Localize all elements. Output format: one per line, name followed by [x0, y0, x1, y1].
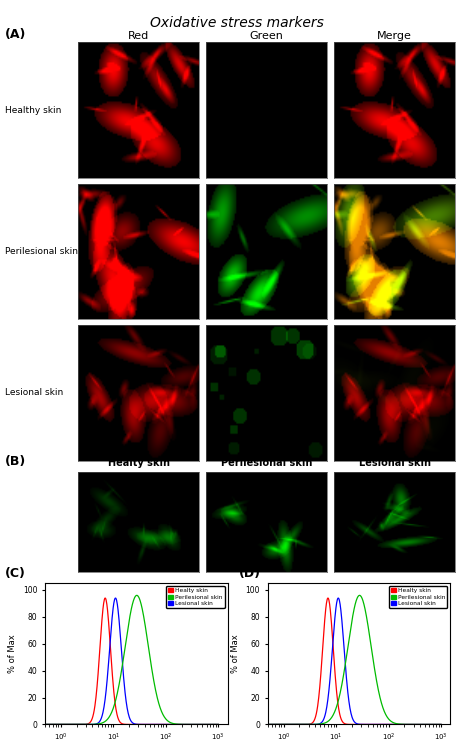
Text: Green: Green: [250, 31, 283, 41]
Text: (A): (A): [5, 28, 26, 41]
Legend: Healty skin, Perilesional skin, Lesional skin: Healty skin, Perilesional skin, Lesional…: [166, 586, 225, 609]
Text: Merge: Merge: [377, 31, 412, 41]
Text: Healthy skin: Healthy skin: [5, 106, 61, 115]
Text: (D): (D): [239, 567, 261, 580]
Text: Oxidative stress markers: Oxidative stress markers: [150, 16, 324, 30]
Text: (C): (C): [5, 567, 26, 580]
Text: Red: Red: [128, 31, 149, 41]
Text: Lesional skin: Lesional skin: [5, 388, 63, 398]
Text: Perilesional skin: Perilesional skin: [5, 247, 78, 256]
Text: Perilesional skin: Perilesional skin: [221, 458, 312, 468]
Y-axis label: % of Max: % of Max: [231, 635, 240, 673]
Text: Healty skin: Healty skin: [108, 458, 170, 468]
Text: (B): (B): [5, 455, 26, 468]
Text: Lesional skin: Lesional skin: [359, 458, 430, 468]
Legend: Healty skin, Perilesional skin, Lesional skin: Healty skin, Perilesional skin, Lesional…: [389, 586, 447, 609]
Y-axis label: % of Max: % of Max: [9, 635, 18, 673]
